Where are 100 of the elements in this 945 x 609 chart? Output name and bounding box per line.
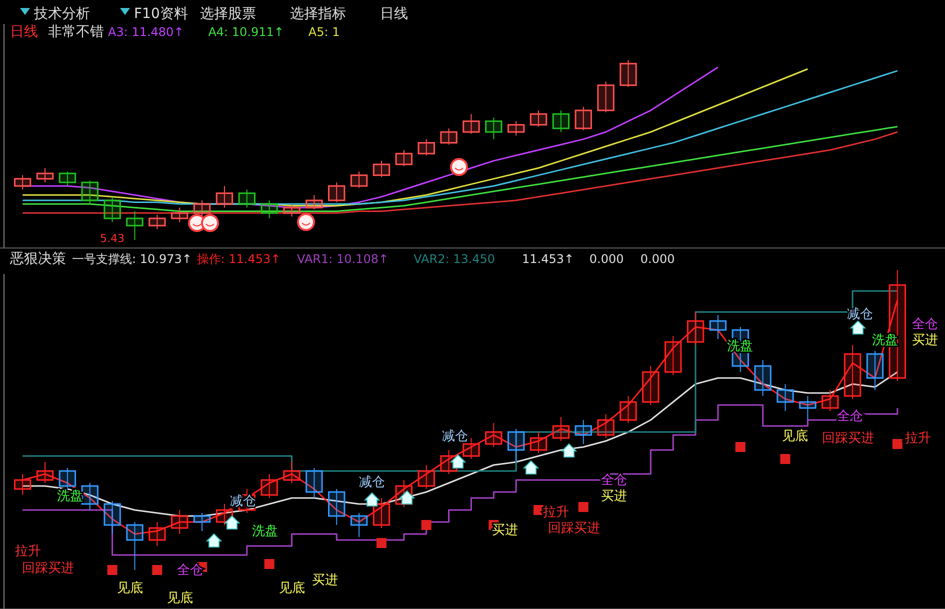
candlestick — [822, 390, 839, 412]
candlestick — [642, 366, 660, 406]
candlestick — [597, 81, 614, 113]
text: 0.000 — [589, 252, 624, 266]
candlestick — [372, 498, 390, 528]
candlestick — [126, 522, 144, 570]
text: 见底 — [117, 581, 143, 596]
text: 全仓 — [912, 317, 938, 332]
annotation: 减仓 — [442, 429, 468, 444]
chart-title: 恶狠决策 — [9, 251, 66, 267]
text: 操作: 11.453↑ — [196, 252, 281, 266]
candlestick — [418, 138, 435, 156]
text: A3: 11.480↑ — [108, 25, 184, 39]
text: 11.453↑ — [522, 252, 574, 266]
candlestick — [530, 432, 548, 454]
candlestick — [171, 207, 188, 222]
candlestick — [306, 468, 323, 498]
annotation: 回踩买进 — [22, 561, 74, 576]
candlestick — [552, 416, 570, 442]
candlestick — [350, 512, 368, 538]
annotation: 洗盘 — [252, 524, 278, 539]
candlestick — [776, 384, 794, 412]
candlestick — [530, 110, 548, 128]
candlestick — [709, 314, 727, 340]
text: A5: 1 — [308, 25, 340, 39]
candlestick — [104, 196, 121, 222]
candlestick — [485, 117, 502, 140]
candlestick — [328, 488, 346, 526]
text: VAR1: 10.108↑ — [297, 252, 389, 266]
point — [735, 442, 746, 452]
annotation: 全仓 — [601, 473, 627, 488]
annotation: 拉升 — [543, 505, 569, 520]
chart-title: 日线 — [10, 24, 38, 40]
candlestick — [81, 482, 98, 510]
candlestick — [799, 396, 816, 420]
candlestick — [485, 422, 502, 448]
candlestick — [216, 186, 234, 208]
annotation: 拉升 — [905, 431, 931, 446]
text: 选择指标 — [290, 6, 346, 22]
point — [376, 538, 386, 548]
candlestick — [260, 474, 278, 498]
point — [152, 565, 162, 575]
candlestick — [36, 462, 54, 484]
text: F10资料 — [134, 6, 188, 22]
candlestick — [418, 464, 435, 490]
candlestick — [104, 500, 121, 534]
annotation: 减仓 — [847, 307, 873, 322]
candlestick — [350, 171, 368, 188]
candlestick — [574, 420, 592, 444]
text: 见底 — [279, 581, 305, 596]
candlestick — [620, 396, 637, 424]
candlestick — [552, 110, 570, 132]
annotation: 全仓 — [177, 563, 203, 578]
candlestick — [193, 512, 211, 532]
annotation: 拉升 — [15, 544, 41, 559]
point — [892, 439, 902, 449]
candlestick — [306, 194, 323, 210]
candlestick — [238, 189, 256, 208]
candlestick — [686, 312, 704, 346]
candlestick — [754, 360, 772, 396]
point — [780, 454, 790, 464]
annotation: 5.43 — [100, 232, 124, 245]
annotation: 见底 — [782, 429, 808, 444]
text: VAR2: 13.450 — [414, 252, 496, 266]
candlestick — [372, 160, 390, 178]
candlestick — [58, 171, 76, 186]
candlestick — [395, 150, 413, 167]
chart-subtitle: 非常不错 — [48, 24, 104, 40]
text: 见底 — [167, 591, 193, 606]
point — [578, 502, 588, 512]
point — [264, 559, 274, 569]
candlestick — [283, 462, 300, 484]
candlestick — [597, 414, 614, 438]
candlestick — [844, 344, 862, 400]
candlestick — [462, 114, 480, 134]
point — [107, 565, 118, 575]
annotation: 减仓 — [359, 475, 385, 490]
point — [421, 520, 432, 530]
candlestick — [507, 428, 525, 462]
candlestick — [193, 200, 211, 218]
text: 技术分析 — [33, 6, 90, 22]
candlestick — [148, 214, 166, 230]
annotation: 回踩买进 — [822, 431, 874, 446]
candlestick — [36, 168, 54, 183]
text: 0.000 — [640, 252, 675, 266]
candlestick — [866, 350, 884, 390]
text: 买进 — [912, 333, 938, 348]
text: 一号支撑线: 10.973↑ — [72, 252, 192, 266]
annotation: 买进 — [601, 489, 627, 504]
candlestick — [283, 204, 300, 218]
candlestick — [440, 128, 458, 146]
text: 买进 — [312, 573, 338, 588]
candlestick — [260, 200, 278, 219]
candlestick — [620, 60, 637, 88]
candlestick — [574, 106, 592, 131]
annotation: 买进 — [492, 523, 518, 538]
text: 选择股票 — [200, 6, 256, 22]
candlestick — [81, 180, 98, 204]
text: 日线 — [380, 6, 408, 22]
candlestick — [664, 336, 682, 376]
